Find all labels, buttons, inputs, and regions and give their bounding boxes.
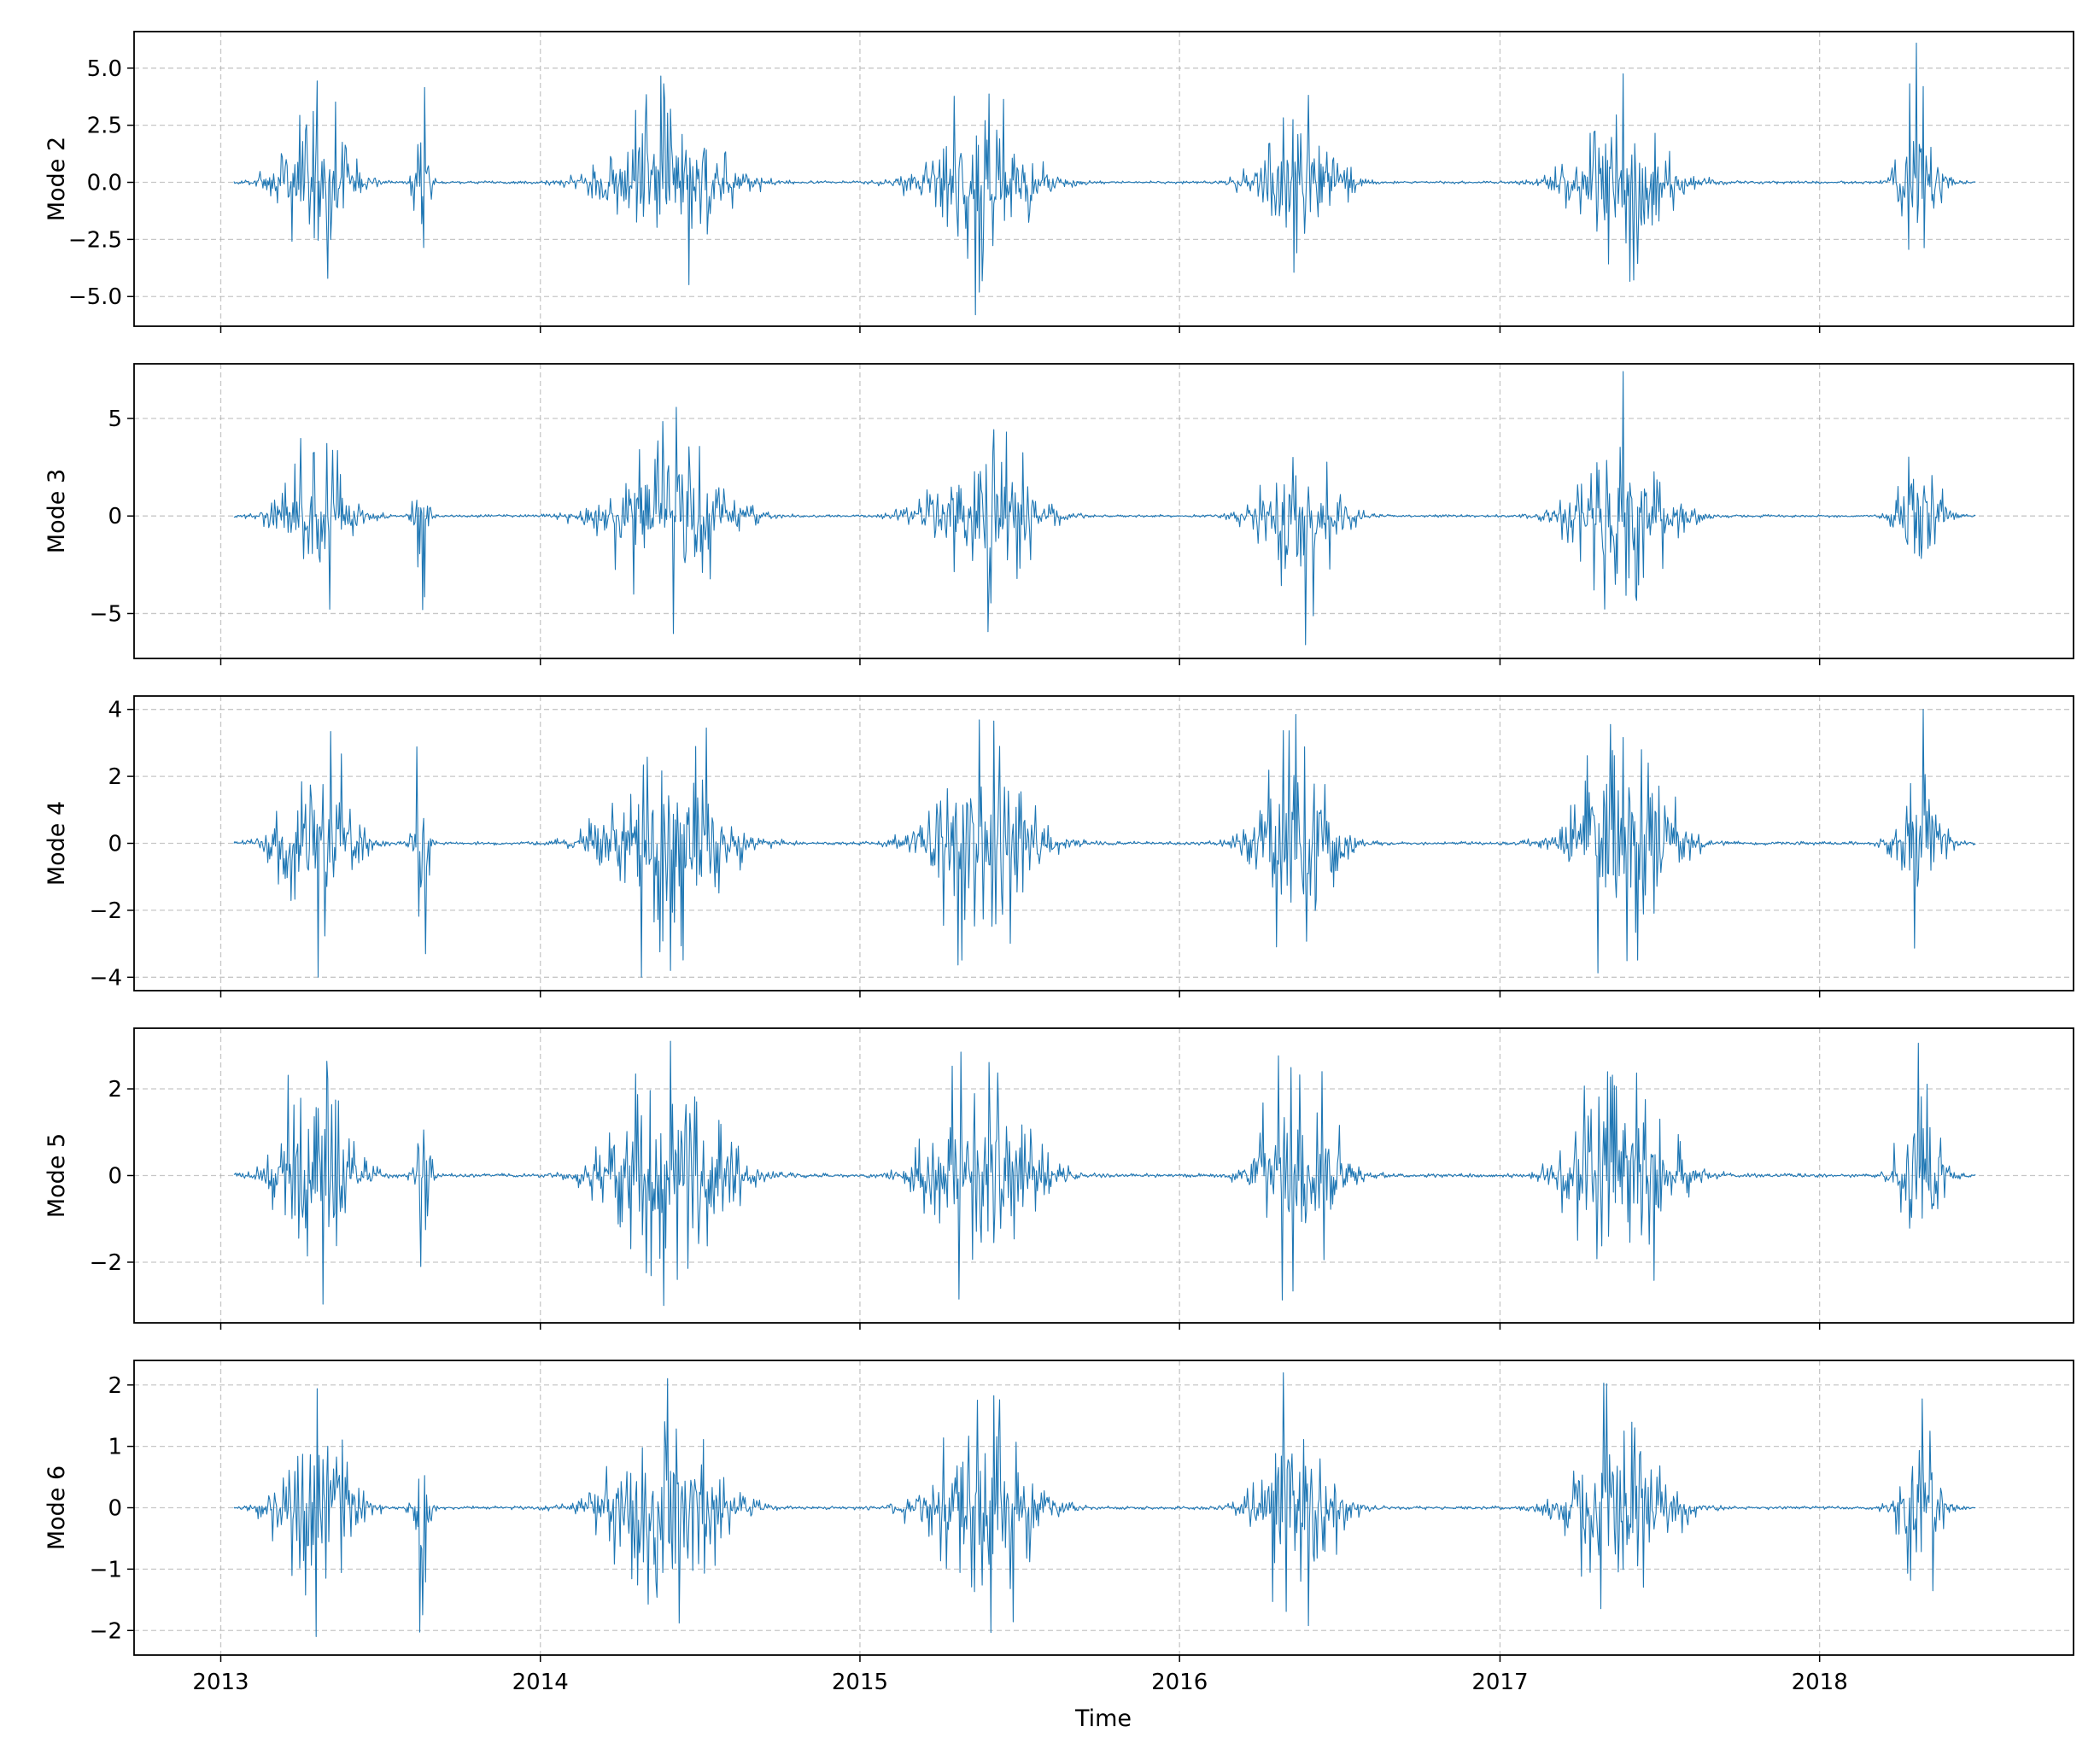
y-tick-label: −5: [90, 601, 122, 627]
x-tick-label: 2018: [1792, 1670, 1848, 1695]
panel-6: 2013 2014 2015 2016 2017 2018 −2 −1 0 1 2 Mode 6: [44, 1360, 2074, 1695]
y-tick-label: −2.5: [68, 227, 122, 253]
y-axis-label: Mode 4: [44, 801, 70, 886]
panel-3: −5 0 5 Mode 3: [44, 363, 2074, 665]
series-line: [233, 371, 1976, 646]
series-line: [233, 1040, 1976, 1307]
plot-frame: [133, 363, 2074, 659]
x-tick-label: 2014: [512, 1670, 569, 1695]
y-tick-label: −2: [90, 898, 122, 924]
y-tick-label: 1: [108, 1435, 122, 1460]
y-tick-label: 5.0: [87, 56, 122, 82]
plot-frame: [133, 31, 2074, 327]
series-line: [233, 709, 1976, 978]
y-tick-label: 2: [108, 1373, 122, 1399]
panel-5: −2 0 2 Mode 5: [44, 1027, 2074, 1330]
panels: −5.0 −2.5 0.0 2.5 5.0 Mode 2 −5 0 5 Mode 3 −4 −2 0 2 4…: [44, 31, 2074, 1695]
y-tick-label: −1: [90, 1557, 122, 1582]
x-tick-label: 2015: [832, 1670, 888, 1695]
y-tick-label: 0: [108, 1496, 122, 1522]
y-tick-label: 0: [108, 504, 122, 529]
y-tick-label: −2: [90, 1618, 122, 1644]
panel-2: −5.0 −2.5 0.0 2.5 5.0 Mode 2: [44, 31, 2074, 333]
x-axis-label: Time: [1074, 1705, 1132, 1732]
y-tick-label: 0: [108, 832, 122, 857]
plot-frame: [133, 1027, 2074, 1324]
y-tick-label: 2: [108, 1077, 122, 1103]
y-tick-label: −4: [90, 965, 122, 991]
y-tick-label: 2.5: [87, 114, 122, 139]
y-axis-label: Mode 5: [44, 1133, 70, 1218]
x-tick-label: 2016: [1151, 1670, 1208, 1695]
y-tick-label: −5.0: [68, 284, 122, 310]
y-tick-label: 5: [108, 407, 122, 432]
x-tick-label: 2017: [1471, 1670, 1528, 1695]
x-tick-label: 2013: [192, 1670, 249, 1695]
series-line: [233, 42, 1976, 316]
panel-4: −4 −2 0 2 4 Mode 4: [44, 695, 2074, 997]
plot-frame: [133, 695, 2074, 991]
series-line: [233, 1372, 1976, 1637]
y-tick-label: 0.0: [87, 171, 122, 196]
y-axis-label: Mode 6: [44, 1465, 70, 1550]
y-tick-label: 4: [108, 698, 122, 723]
y-tick-label: 2: [108, 764, 122, 790]
plot-frame: [133, 1360, 2074, 1656]
y-axis-label: Mode 2: [44, 137, 70, 221]
y-tick-label: 0: [108, 1164, 122, 1190]
y-tick-label: −2: [90, 1250, 122, 1276]
y-axis-label: Mode 3: [44, 469, 70, 553]
